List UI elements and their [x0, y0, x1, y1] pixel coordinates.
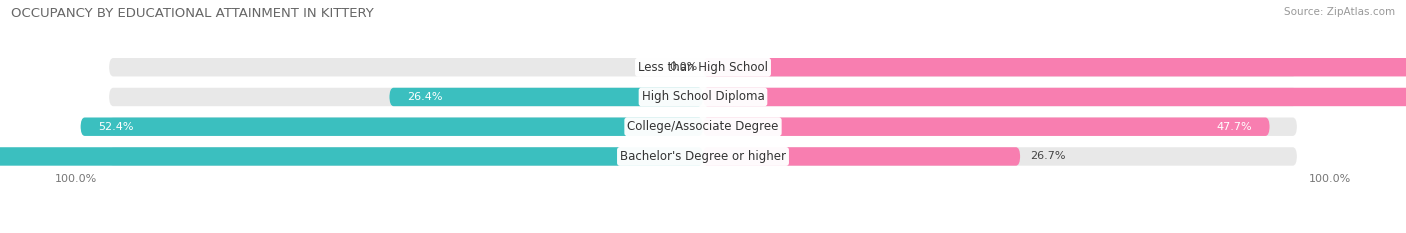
Text: 100.0%: 100.0% [1309, 174, 1351, 184]
FancyBboxPatch shape [703, 117, 1270, 136]
Text: 52.4%: 52.4% [98, 122, 134, 132]
Text: Source: ZipAtlas.com: Source: ZipAtlas.com [1284, 7, 1395, 17]
FancyBboxPatch shape [703, 147, 1021, 166]
Text: 26.4%: 26.4% [408, 92, 443, 102]
FancyBboxPatch shape [110, 147, 1296, 166]
Text: 100.0%: 100.0% [55, 174, 97, 184]
Text: 0.0%: 0.0% [669, 62, 697, 72]
Text: Bachelor's Degree or higher: Bachelor's Degree or higher [620, 150, 786, 163]
FancyBboxPatch shape [110, 117, 1296, 136]
Legend: Owner-occupied, Renter-occupied: Owner-occupied, Renter-occupied [575, 230, 831, 233]
Text: 47.7%: 47.7% [1216, 122, 1251, 132]
FancyBboxPatch shape [0, 147, 703, 166]
FancyBboxPatch shape [80, 117, 703, 136]
FancyBboxPatch shape [110, 58, 1296, 76]
Text: 26.7%: 26.7% [1029, 151, 1066, 161]
Text: Less than High School: Less than High School [638, 61, 768, 74]
Text: College/Associate Degree: College/Associate Degree [627, 120, 779, 133]
FancyBboxPatch shape [110, 88, 1296, 106]
FancyBboxPatch shape [703, 88, 1406, 106]
Text: High School Diploma: High School Diploma [641, 90, 765, 103]
FancyBboxPatch shape [703, 58, 1406, 76]
Text: OCCUPANCY BY EDUCATIONAL ATTAINMENT IN KITTERY: OCCUPANCY BY EDUCATIONAL ATTAINMENT IN K… [11, 7, 374, 20]
FancyBboxPatch shape [389, 88, 703, 106]
